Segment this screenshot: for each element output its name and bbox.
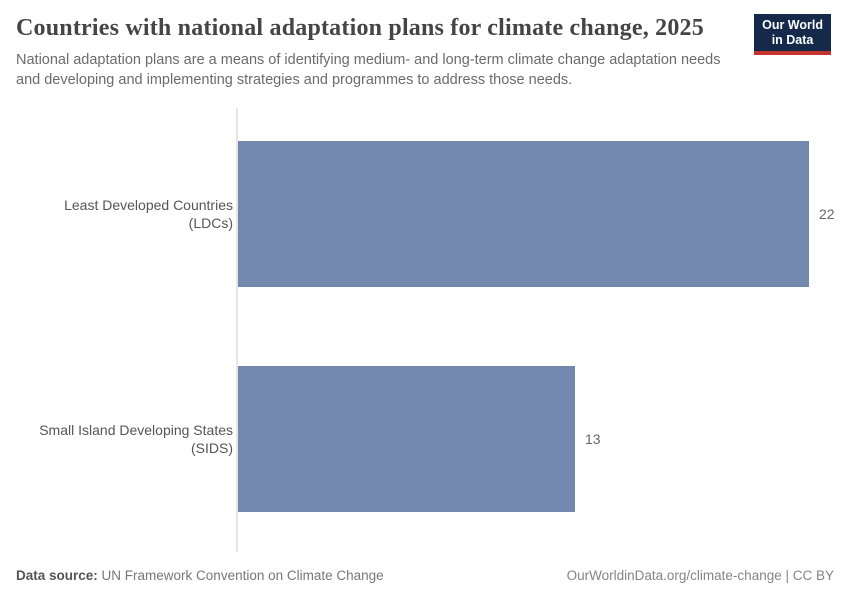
owid-logo-line2: in Data <box>771 33 814 47</box>
owid-logo[interactable]: Our World in Data <box>754 14 831 55</box>
chart-title: Countries with national adaptation plans… <box>16 15 704 41</box>
chart-bar-row: Least Developed Countries (LDCs) 22 <box>0 141 850 287</box>
y-axis-line <box>236 108 238 552</box>
chart-subtitle: National adaptation plans are a means of… <box>16 52 721 88</box>
bar-category-label: Least Developed Countries (LDCs) <box>64 196 233 231</box>
bar[interactable] <box>238 141 809 287</box>
bar[interactable] <box>238 366 575 512</box>
chart-bar-row: Small Island Developing States (SIDS) 13 <box>0 366 850 512</box>
owid-logo-line1: Our World <box>762 18 823 32</box>
data-source: Data source: UN Framework Convention on … <box>16 568 384 583</box>
bar-value-label: 22 <box>819 206 835 222</box>
attribution-link[interactable]: OurWorldinData.org/climate-change | CC B… <box>566 568 834 583</box>
bar-category-label: Small Island Developing States (SIDS) <box>39 421 233 456</box>
data-source-label: Data source: <box>16 568 98 583</box>
chart-footer: Data source: UN Framework Convention on … <box>16 568 834 583</box>
bar-value-label: 13 <box>585 431 601 447</box>
data-source-value: UN Framework Convention on Climate Chang… <box>101 568 384 583</box>
